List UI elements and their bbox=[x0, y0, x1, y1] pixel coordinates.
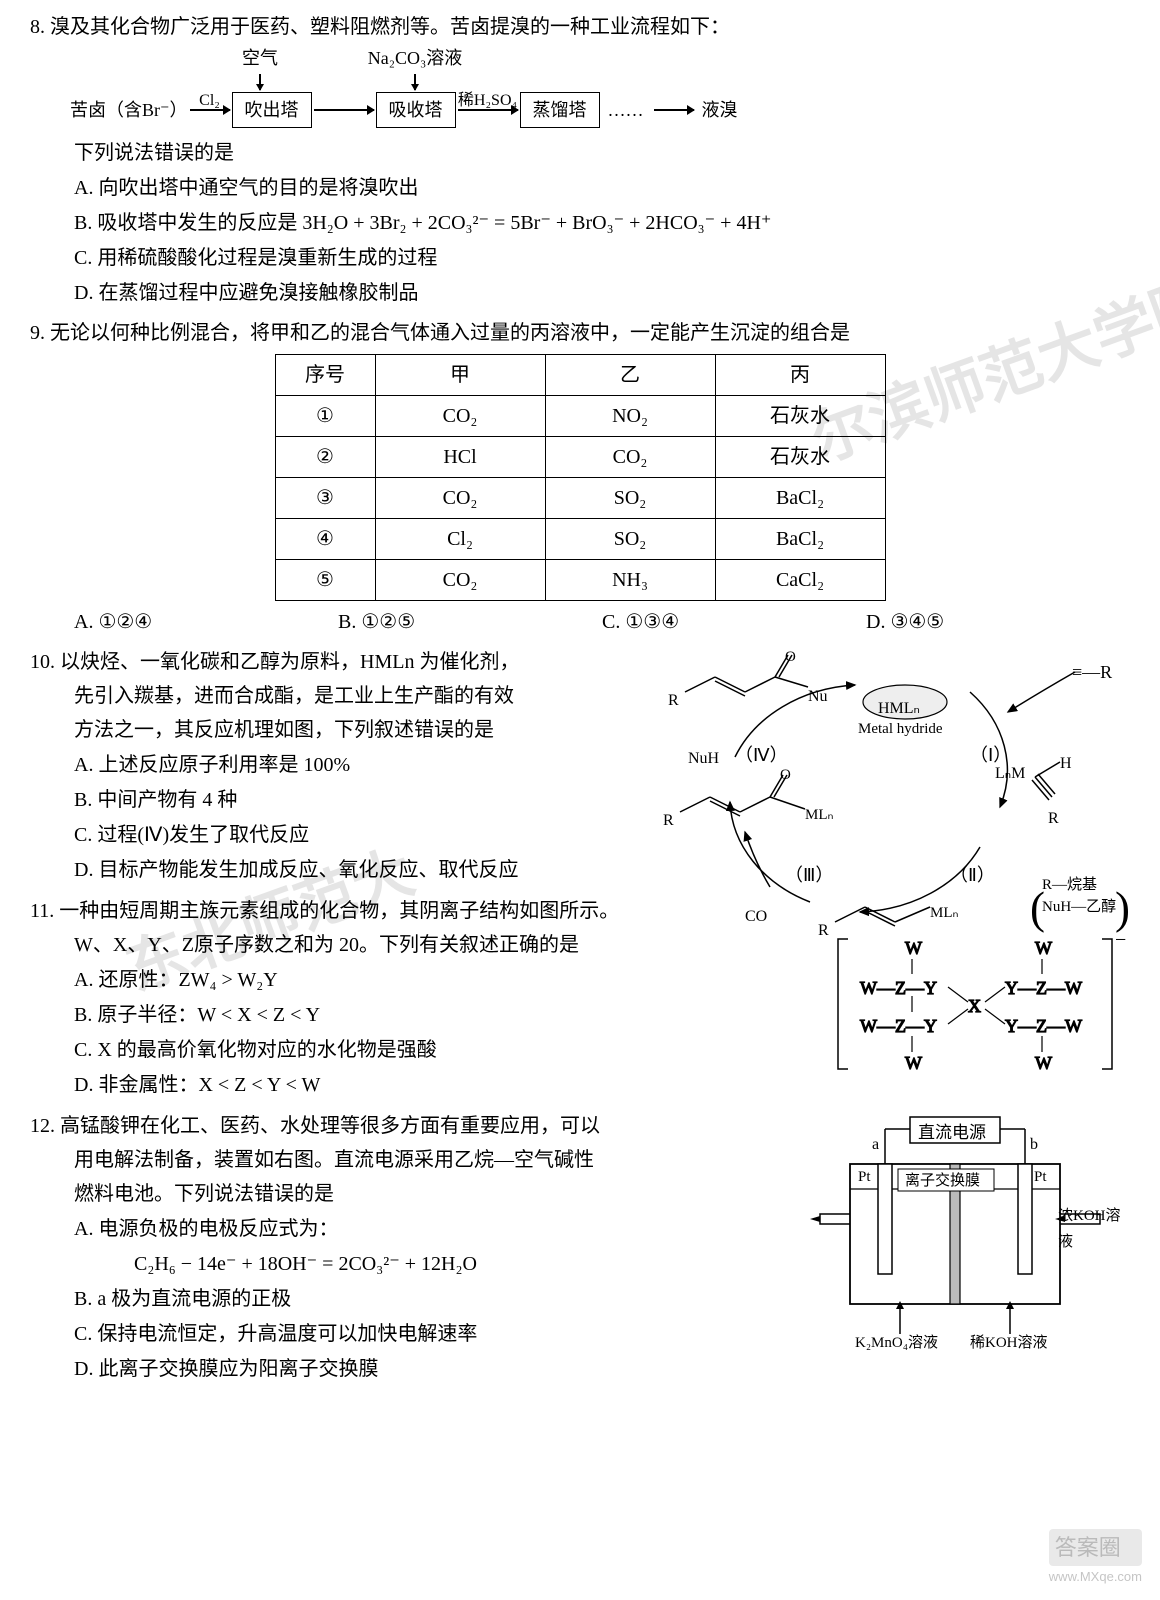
svg-text:W: W bbox=[905, 1053, 922, 1073]
question-11: 11. 一种由短周期主族元素组成的化合物，其阴离子结构如图所示。 W、X、Y、Z… bbox=[30, 894, 1130, 1103]
q12-num: 12. bbox=[30, 1115, 55, 1137]
q11-opt-c: C. X 的最高价氧化物对应的水化物是强酸 bbox=[74, 1033, 830, 1067]
svg-text:W: W bbox=[1035, 1053, 1052, 1073]
question-12: 12. 高锰酸钾在化工、医药、水处理等很多方面有重要应用，可以 用电解法制备，装… bbox=[30, 1109, 1130, 1387]
flow-box-1: 吹出塔 bbox=[232, 92, 312, 129]
question-9: 9. 无论以何种比例混合，将甲和乙的混合气体通入过量的丙溶液中，一定能产生沉淀的… bbox=[30, 316, 1130, 639]
q9-num: 9. bbox=[30, 322, 45, 344]
q10-opt-d: D. 目标产物能发生加成反应、氧化反应、取代反应 bbox=[74, 853, 660, 887]
q8-num: 8. bbox=[30, 16, 45, 38]
q10-opt-b: B. 中间产物有 4 种 bbox=[74, 783, 660, 817]
q12-stem: 高锰酸钾在化工、医药、水处理等很多方面有重要应用，可以 bbox=[60, 1115, 600, 1137]
svg-text:X: X bbox=[968, 996, 981, 1016]
q10-opt-a: A. 上述反应原子利用率是 100% bbox=[74, 748, 660, 782]
q11-opt-b: B. 原子半径：W < X < Z < Y bbox=[74, 998, 830, 1032]
q9-opt-b: B. ①②⑤ bbox=[338, 605, 602, 639]
svg-text:W: W bbox=[1035, 938, 1052, 958]
q12-opt-a: A. 电源负极的电极反应式为： bbox=[74, 1212, 800, 1246]
q10-diagram: HMLₙ Metal hydride ≡—R （Ⅰ） （Ⅱ） （Ⅲ） （Ⅳ） L… bbox=[660, 645, 1130, 888]
q8-opt-b: B. 吸收塔中发生的反应是 3H₂O + 3Br₂ + 2CO₃²⁻ = 5Br… bbox=[74, 206, 1130, 240]
flow-box-2: 吸收塔 bbox=[376, 92, 456, 129]
corner-watermark: 答案圈 www.MXqe.com bbox=[1049, 1529, 1142, 1588]
q10-num: 10. bbox=[30, 651, 55, 673]
q11-opt-a: A. 还原性：ZW₄ > W₂Y bbox=[74, 963, 830, 997]
question-8: 8. 溴及其化合物广泛用于医药、塑料阻燃剂等。苦卤提溴的一种工业流程如下： 空气… bbox=[30, 10, 1130, 310]
q11-opt-d: D. 非金属性：X < Z < Y < W bbox=[74, 1068, 830, 1102]
q12-opt-c: C. 保持电流恒定，升高温度可以加快电解速率 bbox=[74, 1317, 800, 1351]
q9-table: 序号甲乙丙 ①CO₂NO₂石灰水 ②HClCO₂石灰水 ③CO₂SO₂BaCl₂… bbox=[275, 354, 886, 601]
q10-opt-c: C. 过程(Ⅳ)发生了取代反应 bbox=[74, 818, 660, 852]
q11-num: 11. bbox=[30, 900, 54, 922]
q12-opt-d: D. 此离子交换膜应为阳离子交换膜 bbox=[74, 1352, 800, 1386]
svg-text:W: W bbox=[905, 938, 922, 958]
q11-stem: 一种由短周期主族元素组成的化合物，其阴离子结构如图所示。 bbox=[59, 900, 619, 922]
q9-opt-d: D. ③④⑤ bbox=[866, 605, 1130, 639]
q8-opt-d: D. 在蒸馏过程中应避免溴接触橡胶制品 bbox=[74, 276, 1130, 310]
q8-lead: 下列说法错误的是 bbox=[30, 136, 1130, 170]
q11-diagram: W W—Z—Y W—Z—Y W X Y—Z—W Y—Z—W W W bbox=[830, 894, 1130, 1103]
q8-opt-c: C. 用稀硫酸酸化过程是溴重新生成的过程 bbox=[74, 241, 1130, 275]
svg-text:W—Z—Y: W—Z—Y bbox=[860, 978, 937, 998]
svg-text:Y—Z—W: Y—Z—W bbox=[1005, 1016, 1082, 1036]
q8-stem: 溴及其化合物广泛用于医药、塑料阻燃剂等。苦卤提溴的一种工业流程如下： bbox=[50, 16, 730, 38]
q12-opt-a-eq: C₂H₆ − 14e⁻ + 18OH⁻ = 2CO₃²⁻ + 12H₂O bbox=[74, 1247, 800, 1281]
svg-text:W—Z—Y: W—Z—Y bbox=[860, 1016, 937, 1036]
q8-opt-a: A. 向吹出塔中通空气的目的是将溴吹出 bbox=[74, 171, 1130, 205]
flow-end: 液溴 bbox=[702, 95, 738, 126]
q12-diagram: 直流电源 a b Pt Pt 离子交换膜 浓KOH溶液 K₂MnO₄溶液 稀KO… bbox=[800, 1109, 1130, 1387]
q9-stem: 无论以何种比例混合，将甲和乙的混合气体通入过量的丙溶液中，一定能产生沉淀的组合是 bbox=[50, 322, 850, 344]
q9-opt-a: A. ①②④ bbox=[74, 605, 338, 639]
q9-opt-c: C. ①③④ bbox=[602, 605, 866, 639]
question-10: 10. 以炔烃、一氧化碳和乙醇为原料，HMLn 为催化剂， 先引入羰基，进而合成… bbox=[30, 645, 1130, 888]
flow-box-3: 蒸馏塔 bbox=[520, 92, 600, 129]
svg-text:Y—Z—W: Y—Z—W bbox=[1005, 978, 1082, 998]
flow-start: 苦卤（含Br⁻） bbox=[70, 95, 188, 126]
svg-text:−: − bbox=[1115, 929, 1126, 951]
q8-flow-diagram: 空气 Na₂CO₃溶液 苦卤（含Br⁻） Cl₂ 吹出塔 吸收塔 稀H₂SO₄ … bbox=[30, 44, 1130, 136]
q10-stem: 以炔烃、一氧化碳和乙醇为原料，HMLn 为催化剂， bbox=[60, 651, 519, 673]
q12-opt-b: B. a 极为直流电源的正极 bbox=[74, 1282, 800, 1316]
